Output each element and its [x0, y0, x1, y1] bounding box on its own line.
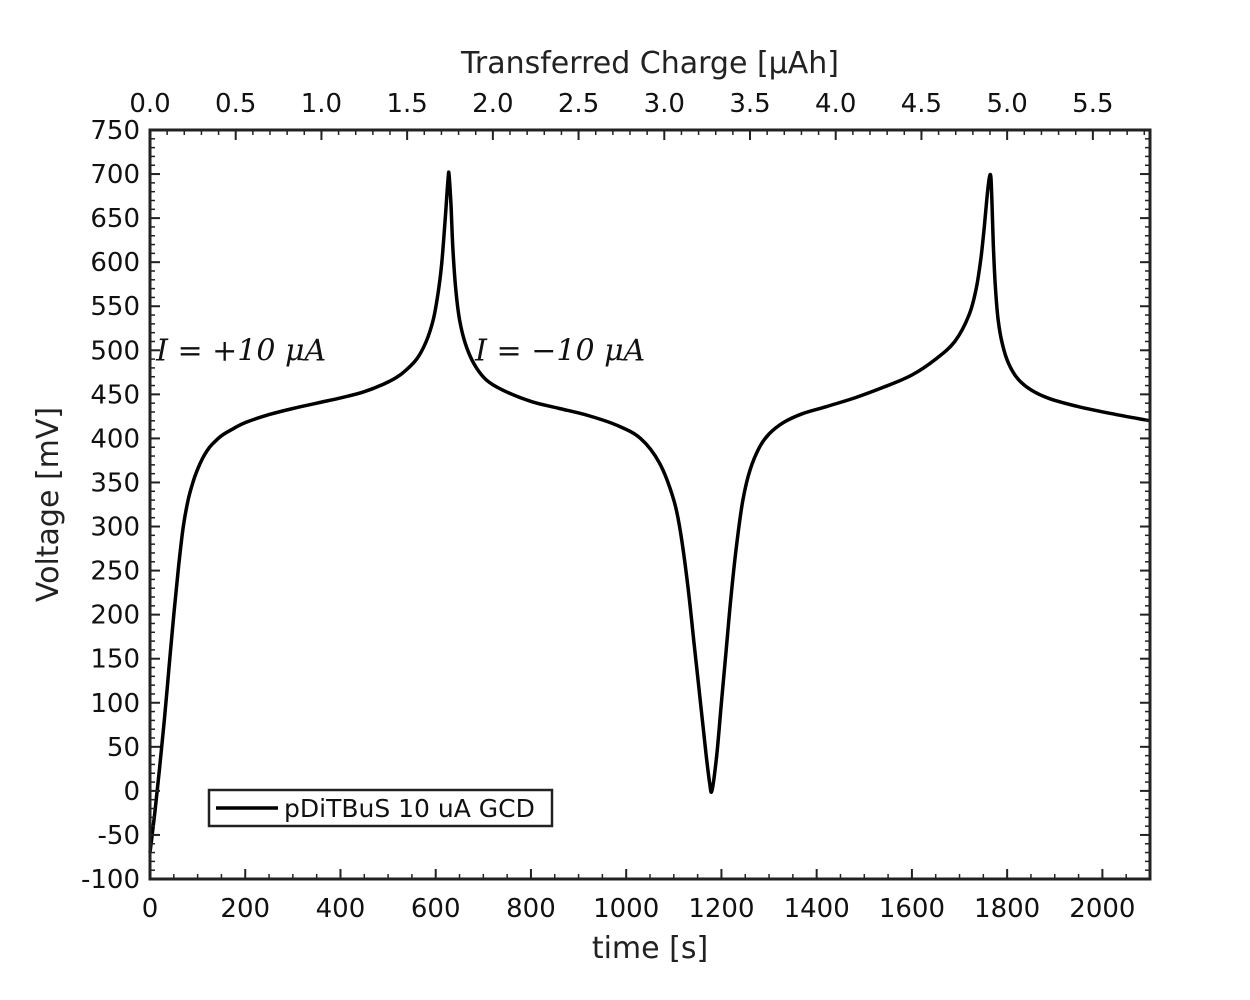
- top-axis-title: Transferred Charge [μAh]: [460, 46, 839, 81]
- plot-frame: [148, 128, 1152, 881]
- x-tick-label: 1800: [974, 894, 1040, 924]
- y-tick-label: 200: [90, 601, 140, 631]
- x-tick-label: 1200: [688, 894, 754, 924]
- x-tick-label: 0: [142, 894, 159, 924]
- y-tick-label: 400: [90, 424, 140, 454]
- x-tick-label: 2000: [1069, 894, 1135, 924]
- y-tick-label: -50: [98, 821, 140, 851]
- top-tick-label: 0.0: [129, 89, 170, 119]
- x-tick-label: 1000: [593, 894, 659, 924]
- y-tick-label: 100: [90, 689, 140, 719]
- y-tick-label: 600: [90, 248, 140, 278]
- y-tick-label: 0: [123, 777, 140, 807]
- tick-marks: [149, 129, 1151, 880]
- top-tick-label: 2.5: [558, 89, 599, 119]
- annotation-charge-current: I = +10 μA: [155, 333, 326, 368]
- top-tick-label: 4.5: [901, 89, 942, 119]
- top-tick-label: 1.5: [386, 89, 427, 119]
- series-line-pditbus: [148, 170, 1151, 853]
- y-axis-title: Voltage [mV]: [31, 407, 66, 602]
- y-tick-label: -100: [81, 865, 140, 895]
- legend: pDiTBuS 10 uA GCD: [207, 788, 554, 828]
- x-tick-label: 1400: [784, 894, 850, 924]
- top-tick-label: 4.0: [815, 89, 856, 119]
- x-tick-label: 600: [411, 894, 461, 924]
- top-tick-label: 0.5: [215, 89, 256, 119]
- x-tick-label: 1600: [879, 894, 945, 924]
- y-tick-label: 300: [90, 513, 140, 543]
- y-tick-label: 150: [90, 645, 140, 675]
- y-tick-label: 50: [107, 733, 140, 763]
- x-tick-label: 800: [506, 894, 556, 924]
- top-tick-label: 1.0: [301, 89, 342, 119]
- top-tick-label: 3.0: [644, 89, 685, 119]
- y-tick-label: 500: [90, 336, 140, 366]
- top-tick-label: 3.5: [729, 89, 770, 119]
- top-tick-label: 2.0: [472, 89, 513, 119]
- y-tick-label: 350: [90, 468, 140, 498]
- legend-label: pDiTBuS 10 uA GCD: [284, 794, 535, 823]
- y-tick-label: 450: [90, 380, 140, 410]
- y-tick-label: 700: [90, 160, 140, 190]
- top-tick-label: 5.5: [1072, 89, 1113, 119]
- x-tick-label: 200: [220, 894, 270, 924]
- y-tick-label: 750: [90, 116, 140, 146]
- y-tick-label: 250: [90, 557, 140, 587]
- annotation-discharge-current: I = −10 μA: [474, 333, 645, 368]
- x-tick-label: 400: [316, 894, 366, 924]
- y-tick-label: 650: [90, 204, 140, 234]
- plot-area: [148, 128, 1152, 881]
- x-axis-title: time [s]: [592, 931, 708, 966]
- y-tick-label: 550: [90, 292, 140, 322]
- top-tick-label: 5.0: [986, 89, 1027, 119]
- tick-labels: 0 200 400 600 800 1000 1200 1400 1600 1800 20000.0…: [81, 89, 1135, 924]
